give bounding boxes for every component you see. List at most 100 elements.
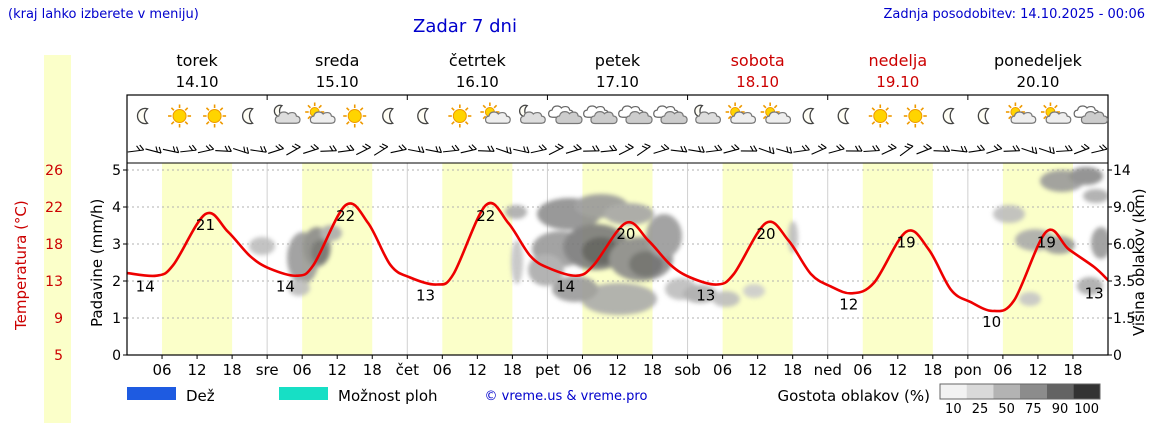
temperature-value-label: 20 bbox=[757, 225, 776, 243]
wind-barb bbox=[443, 144, 460, 153]
precipitation-tick: 1 bbox=[112, 311, 121, 327]
left-axis-strip bbox=[44, 55, 71, 423]
day-name: sobota bbox=[731, 51, 785, 70]
wind-barb bbox=[811, 143, 827, 155]
last-update-text: Zadnja posodobitev: 14.10.2025 - 00:06 bbox=[883, 7, 1145, 22]
wind-barb bbox=[758, 146, 775, 155]
cloud-density-tick: 50 bbox=[998, 402, 1015, 417]
temperature-value-label: 10 bbox=[982, 313, 1001, 331]
moon-icon bbox=[978, 108, 988, 123]
clouds-icon bbox=[549, 106, 582, 123]
wind-barb bbox=[899, 143, 914, 157]
wind-barb bbox=[881, 143, 897, 155]
hour-tick-label: 12 bbox=[748, 361, 767, 379]
hour-tick-label: 06 bbox=[993, 361, 1012, 379]
location-hint: (kraj lahko izberete v meniju) bbox=[8, 7, 199, 22]
wind-barb bbox=[723, 144, 740, 154]
wind-barb bbox=[548, 143, 564, 156]
temperature-tick: 26 bbox=[45, 163, 63, 179]
temperature-value-label: 20 bbox=[616, 225, 635, 243]
precipitation-tick: 0 bbox=[112, 348, 121, 364]
day-boundary-label: čet bbox=[396, 361, 419, 379]
temperature-value-label: 13 bbox=[416, 287, 435, 305]
day-name: nedelja bbox=[868, 51, 927, 70]
copyright-link[interactable]: © vreme.us & vreme.pro bbox=[484, 389, 648, 404]
day-boundary-label: ned bbox=[814, 361, 842, 379]
wind-barb bbox=[286, 143, 301, 156]
temperature-tick: 18 bbox=[45, 237, 63, 253]
temperature-curve bbox=[127, 201, 1108, 313]
temperature-tick: 22 bbox=[45, 200, 63, 216]
day-boundary-label: sob bbox=[674, 361, 701, 379]
page-title: Zadar 7 dni bbox=[413, 16, 517, 37]
day-boundary-label: sre bbox=[256, 361, 279, 379]
cloud-height-tick: 3.5 bbox=[1113, 274, 1135, 290]
hour-tick-label: 06 bbox=[573, 361, 592, 379]
wind-barb bbox=[478, 145, 495, 152]
cloud-height-tick: 14 bbox=[1113, 163, 1131, 179]
cloud-height-axis-label: Višina oblakov (km) bbox=[1130, 188, 1148, 336]
day-date: 15.10 bbox=[316, 73, 359, 91]
wind-barb bbox=[705, 144, 723, 153]
cloud-density-tick: 25 bbox=[972, 402, 989, 417]
hour-tick-label: 18 bbox=[363, 361, 382, 379]
sun-icon bbox=[448, 104, 472, 128]
wind-barb bbox=[951, 145, 968, 153]
sun-cloud-icon bbox=[725, 102, 756, 124]
day-date: 17.10 bbox=[596, 73, 639, 91]
sun-cloud-icon bbox=[1005, 102, 1036, 124]
clouds-icon bbox=[654, 106, 687, 123]
wind-barb bbox=[670, 145, 688, 153]
temperature-value-label: 13 bbox=[1085, 285, 1104, 303]
sun-icon bbox=[203, 104, 227, 128]
temperature-value-label: 21 bbox=[196, 216, 215, 234]
rain-legend-label: Dež bbox=[186, 387, 215, 405]
wind-barb bbox=[513, 146, 530, 154]
wind-barb bbox=[215, 145, 232, 152]
sun-cloud-icon bbox=[305, 102, 335, 124]
sun-cloud-icon bbox=[1040, 102, 1071, 124]
moon-icon bbox=[418, 108, 428, 123]
cloud-cover-blobs bbox=[249, 167, 1108, 315]
wind-barb bbox=[233, 146, 250, 154]
wind-barbs-row bbox=[127, 143, 1108, 157]
moon-icon bbox=[243, 108, 253, 123]
temperature-value-label: 22 bbox=[476, 207, 495, 225]
temperature-tick: 13 bbox=[45, 274, 63, 290]
wind-barb bbox=[197, 144, 215, 154]
sun-icon bbox=[168, 104, 192, 128]
wind-barb bbox=[303, 143, 319, 154]
day-name: petek bbox=[595, 51, 641, 70]
wind-barb bbox=[1038, 146, 1055, 155]
wind-barb bbox=[565, 144, 582, 154]
wind-barb bbox=[618, 143, 634, 156]
precipitation-tick: 3 bbox=[112, 237, 121, 253]
temperature-value-label: 14 bbox=[556, 278, 575, 296]
cloud-density-tick: 90 bbox=[1052, 402, 1069, 417]
cloud-density-legend-label: Gostota oblakov (%) bbox=[777, 387, 930, 405]
wind-barb bbox=[356, 143, 371, 156]
clouds-icon bbox=[619, 106, 652, 123]
sun-cloud-icon bbox=[480, 102, 510, 124]
hour-tick-label: 06 bbox=[293, 361, 312, 379]
wind-barb bbox=[320, 145, 337, 152]
sun-icon bbox=[343, 104, 367, 128]
hour-tick-label: 18 bbox=[923, 361, 942, 379]
wind-barb bbox=[127, 144, 145, 153]
hour-tick-label: 06 bbox=[713, 361, 732, 379]
wind-barb bbox=[828, 144, 845, 154]
wind-barb bbox=[268, 143, 284, 154]
wind-barb bbox=[1091, 144, 1108, 154]
day-boundary-label: pet bbox=[535, 361, 560, 379]
temperature-tick: 5 bbox=[54, 348, 63, 364]
wind-barb bbox=[1021, 146, 1038, 155]
wind-barb bbox=[460, 144, 477, 154]
temperature-tick: 9 bbox=[54, 311, 63, 327]
hour-tick-label: 12 bbox=[1028, 361, 1047, 379]
wind-barb bbox=[373, 143, 389, 156]
wind-barb bbox=[793, 144, 810, 153]
wind-barb bbox=[600, 144, 618, 153]
wind-barb bbox=[530, 144, 547, 154]
cloud-height-tick: 1.5 bbox=[1113, 311, 1135, 327]
